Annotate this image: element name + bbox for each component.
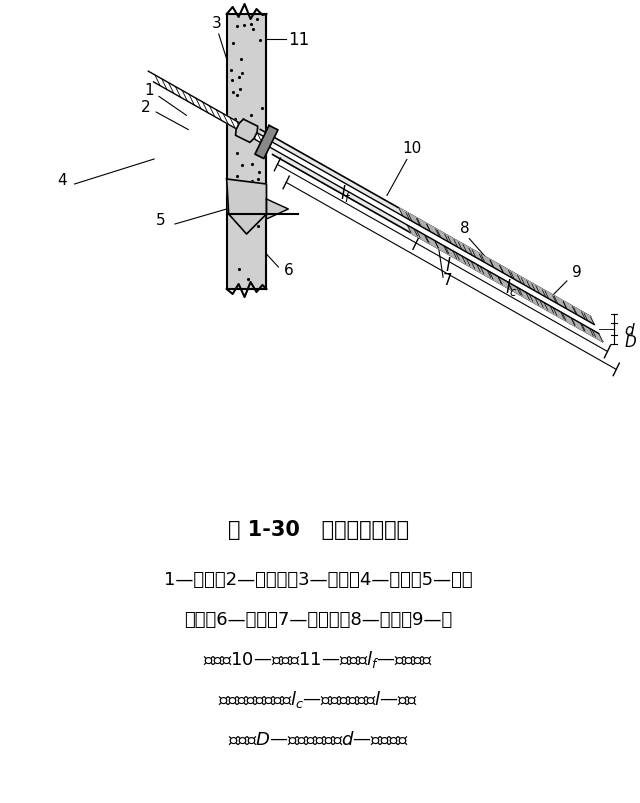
Text: 7: 7: [444, 273, 453, 288]
Polygon shape: [236, 120, 258, 143]
Text: 支架；6—套管；7—钢拉杆；8—砂浆；9—锚: 支架；6—套管；7—钢拉杆；8—砂浆；9—锚: [184, 610, 452, 628]
Text: 3: 3: [212, 16, 221, 31]
Text: 1—锚具；2—承压板；3—横梁；4—台座；5—承托: 1—锚具；2—承压板；3—横梁；4—台座；5—承托: [164, 570, 472, 589]
Polygon shape: [266, 200, 288, 220]
Text: 4: 4: [57, 173, 67, 188]
Polygon shape: [407, 226, 603, 342]
Text: 10: 10: [402, 141, 421, 157]
Text: $l_c$: $l_c$: [505, 276, 518, 298]
Text: $l_f$: $l_f$: [340, 183, 353, 204]
Polygon shape: [227, 180, 266, 234]
Polygon shape: [264, 138, 598, 334]
Polygon shape: [227, 15, 266, 290]
Text: 6: 6: [284, 263, 293, 278]
Text: $d$: $d$: [625, 321, 636, 337]
Polygon shape: [255, 126, 278, 159]
Text: 1: 1: [144, 83, 187, 116]
Text: 8: 8: [460, 220, 469, 235]
Polygon shape: [148, 72, 269, 149]
Text: 2: 2: [141, 100, 188, 131]
Text: 图 1-30   土层锚杆构造图: 图 1-30 土层锚杆构造图: [228, 520, 409, 540]
Text: 11: 11: [288, 31, 310, 49]
Text: $l$: $l$: [445, 257, 451, 275]
Text: （自由段）长度；$l_c$—锚固段长度；$l$—锚杆: （自由段）长度；$l_c$—锚固段长度；$l$—锚杆: [218, 689, 419, 710]
Text: 全长；$D$—锚固体直径；$d$—拉杆直径: 全长；$D$—锚固体直径；$d$—拉杆直径: [228, 730, 409, 748]
Text: 5: 5: [156, 213, 166, 228]
Polygon shape: [260, 130, 603, 342]
Text: 固体；10—钻孔；11—挡墙；$l_f$—非锚固段: 固体；10—钻孔；11—挡墙；$l_f$—非锚固段: [204, 649, 433, 670]
Text: $D$: $D$: [625, 333, 637, 349]
Text: 9: 9: [572, 265, 582, 279]
Polygon shape: [399, 209, 595, 325]
